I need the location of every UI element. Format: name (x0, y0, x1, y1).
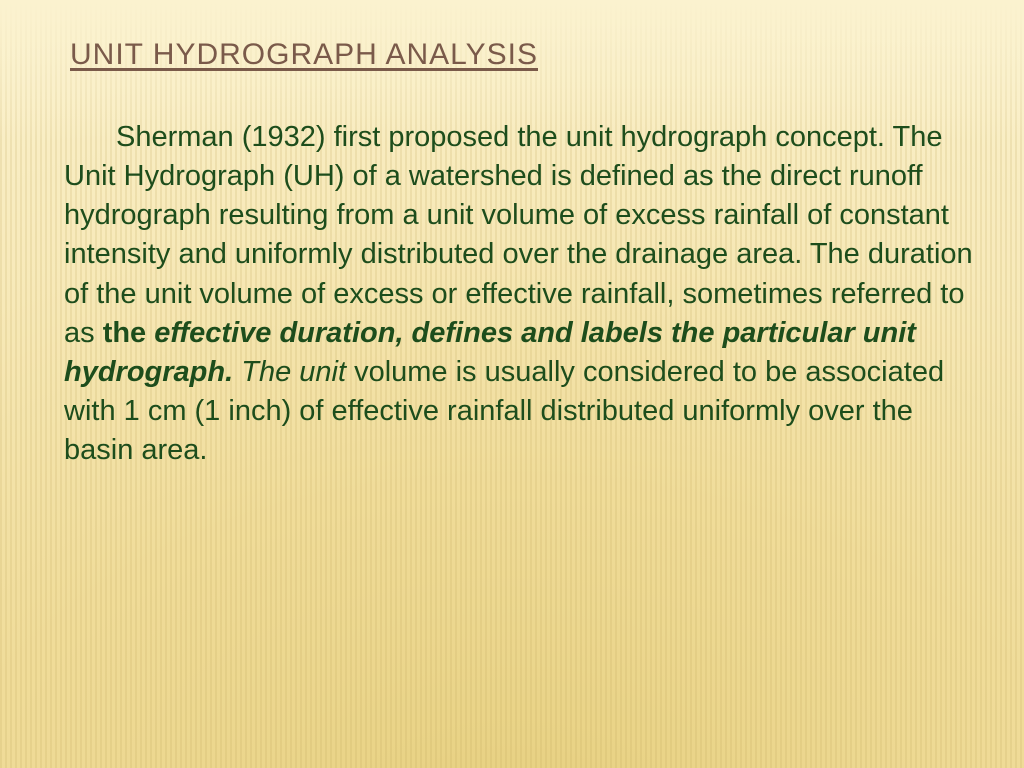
body-text-italic: The unit (233, 356, 346, 388)
slide-body: Sherman (1932) first proposed the unit h… (64, 118, 976, 470)
slide: UNIT HYDROGRAPH ANALYSIS Sherman (1932) … (0, 0, 1024, 768)
slide-title: UNIT HYDROGRAPH ANALYSIS (70, 38, 538, 72)
body-text-intro: Sherman (1932) first proposed the unit h… (64, 121, 973, 349)
body-text-bold: the (103, 317, 155, 349)
